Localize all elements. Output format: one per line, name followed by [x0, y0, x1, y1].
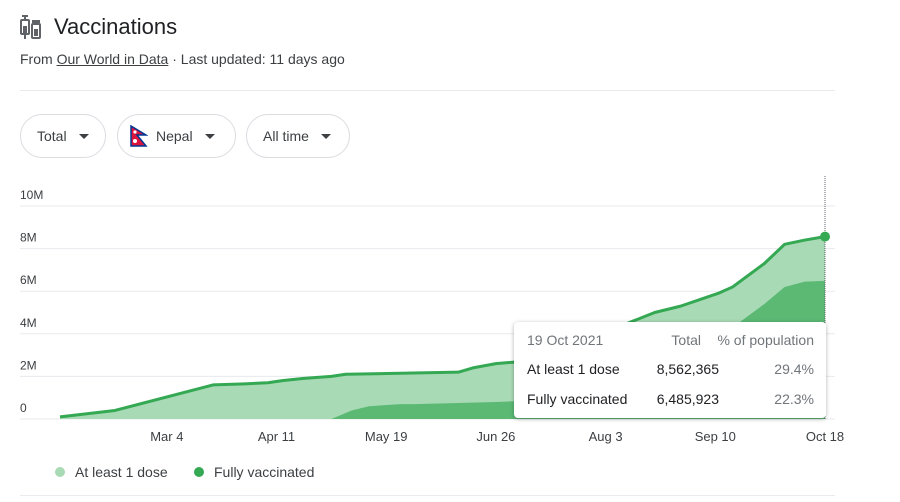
syringe-icon	[20, 15, 41, 39]
tooltip-row-percent: 22.3%	[774, 391, 814, 407]
tooltip-row-label: At least 1 dose	[527, 361, 620, 377]
nepal-flag-icon	[130, 125, 148, 147]
chevron-down-icon	[204, 133, 215, 139]
tooltip-col-percent: % of population	[717, 332, 814, 348]
tooltip-row: Fully vaccinated 6,485,923 22.3%	[527, 391, 814, 411]
tooltip-col-total: Total	[671, 332, 701, 348]
x-tick-label: Aug 3	[589, 429, 623, 444]
chevron-down-icon	[78, 133, 89, 139]
source-link[interactable]: Our World in Data	[56, 51, 169, 67]
tooltip-header: 19 Oct 2021 Total % of population	[527, 332, 814, 352]
chevron-down-icon	[320, 133, 331, 139]
country-dropdown[interactable]: Nepal	[117, 114, 236, 158]
divider	[20, 90, 835, 91]
source-suffix: · Last updated: 11 days ago	[168, 51, 345, 67]
header: Vaccinations	[20, 14, 177, 40]
legend-item-full: Fully vaccinated	[194, 464, 314, 480]
page-title: Vaccinations	[54, 14, 178, 39]
tooltip-row-total: 8,562,365	[656, 361, 719, 377]
y-tick-label: 10M	[20, 188, 43, 202]
tooltip-row-percent: 29.4%	[774, 361, 814, 377]
x-tick-label: May 19	[365, 429, 408, 444]
metric-dropdown[interactable]: Total	[20, 114, 106, 158]
x-tick-label: Sep 10	[695, 429, 736, 444]
legend-item-dose1: At least 1 dose	[55, 464, 168, 480]
divider	[20, 495, 835, 496]
source-line: From Our World in Data · Last updated: 1…	[20, 51, 345, 67]
y-tick-label: 8M	[20, 231, 37, 245]
legend-label: Fully vaccinated	[214, 464, 315, 480]
x-tick-label: Mar 4	[150, 429, 183, 444]
range-dropdown-label: All time	[263, 128, 309, 144]
x-tick-label: Apr 11	[258, 429, 295, 444]
y-axis-ticks: 0 2M 4M 6M 8M 10M	[20, 188, 43, 415]
tooltip-row-label: Fully vaccinated	[527, 391, 628, 407]
country-dropdown-label: Nepal	[156, 128, 193, 144]
y-tick-label: 6M	[20, 273, 37, 287]
hover-point	[820, 231, 830, 242]
source-prefix: From	[20, 51, 57, 67]
x-axis-ticks: Mar 4 Apr 11 May 19 Jun 26 Aug 3 Sep 10 Oct 18	[150, 429, 844, 444]
metric-dropdown-label: Total	[37, 128, 67, 144]
legend-swatch	[55, 467, 65, 477]
tooltip-row-total: 6,485,923	[656, 391, 719, 407]
tooltip-row: At least 1 dose 8,562,365 29.4%	[527, 361, 814, 381]
range-dropdown[interactable]: All time	[246, 114, 350, 158]
legend-label: At least 1 dose	[75, 464, 168, 480]
x-tick-label: Oct 18	[806, 429, 844, 444]
line-at-least-1-dose	[59, 235, 826, 419]
y-tick-label: 0	[20, 401, 27, 415]
x-tick-label: Jun 26	[476, 429, 515, 444]
chart-tooltip: 19 Oct 2021 Total % of population At lea…	[514, 322, 826, 418]
y-tick-label: 4M	[20, 316, 37, 330]
tooltip-date: 19 Oct 2021	[527, 332, 604, 348]
legend-swatch	[194, 467, 204, 477]
y-tick-label: 2M	[20, 358, 37, 372]
